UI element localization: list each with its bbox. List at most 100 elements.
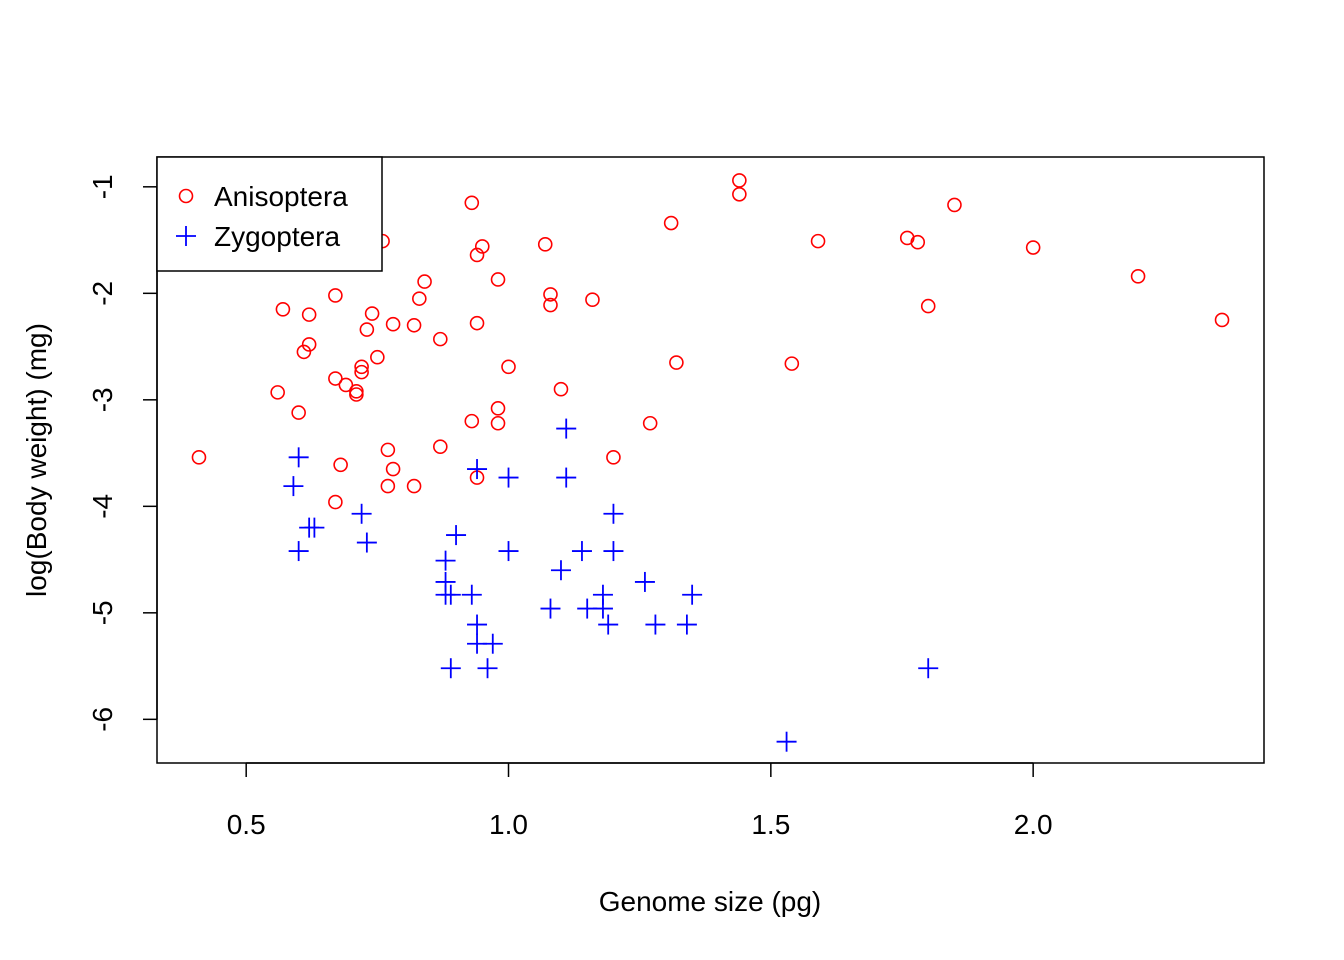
point-anisoptera	[464, 195, 480, 211]
point-zygoptera	[550, 560, 571, 581]
point-anisoptera	[585, 292, 600, 308]
point-anisoptera	[291, 405, 306, 420]
point-zygoptera	[440, 584, 461, 605]
y-tick-label: -5	[87, 600, 118, 625]
point-anisoptera	[328, 494, 343, 510]
x-tick-label: 2.0	[1014, 809, 1053, 840]
point-zygoptera	[682, 584, 703, 605]
point-anisoptera	[553, 381, 569, 397]
point-anisoptera	[296, 344, 312, 360]
point-anisoptera	[810, 233, 826, 249]
point-anisoptera	[354, 359, 369, 375]
point-anisoptera	[301, 337, 317, 352]
legend-marker-anisoptera	[178, 188, 194, 204]
data-points	[191, 173, 1230, 752]
point-anisoptera	[275, 301, 291, 317]
point-zygoptera	[467, 614, 488, 635]
y-tick-label: -4	[87, 494, 118, 519]
point-zygoptera	[498, 467, 519, 488]
point-anisoptera	[490, 415, 506, 431]
y-tick-label: -2	[87, 281, 118, 306]
point-zygoptera	[645, 614, 666, 635]
point-anisoptera	[380, 478, 396, 494]
legend: Anisoptera Zygoptera	[156, 156, 383, 272]
y-axis-title: log(Body weight) (mg)	[21, 323, 52, 597]
point-zygoptera	[283, 476, 304, 497]
point-zygoptera	[603, 503, 624, 524]
point-zygoptera	[498, 541, 519, 562]
point-anisoptera	[412, 291, 427, 306]
point-anisoptera	[191, 450, 207, 465]
point-zygoptera	[288, 541, 309, 562]
point-zygoptera	[571, 541, 592, 562]
point-anisoptera	[349, 387, 364, 402]
point-anisoptera	[669, 355, 684, 370]
point-anisoptera	[732, 186, 747, 202]
y-tick-label: -1	[87, 174, 118, 199]
point-anisoptera	[469, 315, 485, 331]
point-zygoptera	[288, 447, 309, 468]
point-zygoptera	[598, 614, 619, 635]
point-anisoptera	[328, 371, 343, 386]
point-zygoptera	[556, 418, 577, 439]
point-anisoptera	[947, 197, 962, 213]
point-zygoptera	[918, 658, 939, 679]
y-tick-label: -3	[87, 387, 118, 412]
point-anisoptera	[406, 478, 422, 494]
plot-frame	[156, 156, 1265, 764]
point-anisoptera	[385, 461, 401, 477]
point-anisoptera	[464, 413, 480, 429]
point-anisoptera	[1130, 268, 1146, 284]
x-tick-label: 1.5	[751, 809, 790, 840]
point-anisoptera	[406, 317, 422, 333]
point-anisoptera	[642, 415, 658, 431]
point-anisoptera	[663, 215, 679, 231]
point-anisoptera	[606, 450, 621, 465]
point-zygoptera	[603, 541, 624, 562]
point-zygoptera	[482, 633, 503, 654]
point-zygoptera	[776, 731, 797, 752]
point-anisoptera	[490, 401, 506, 416]
x-tick-label: 0.5	[227, 809, 266, 840]
point-anisoptera	[474, 239, 490, 254]
point-anisoptera	[328, 288, 343, 303]
point-zygoptera	[435, 550, 456, 571]
y-tick-label: -6	[87, 707, 118, 732]
point-anisoptera	[301, 307, 317, 322]
point-anisoptera	[501, 359, 516, 375]
legend-box	[156, 156, 383, 272]
point-anisoptera	[784, 356, 800, 371]
point-anisoptera	[385, 316, 401, 332]
point-anisoptera	[417, 274, 432, 289]
point-anisoptera	[338, 377, 354, 393]
point-zygoptera	[440, 658, 461, 679]
point-anisoptera	[354, 364, 369, 380]
point-anisoptera	[469, 247, 485, 263]
point-anisoptera	[364, 306, 380, 321]
point-zygoptera	[356, 532, 377, 553]
point-zygoptera	[304, 517, 325, 538]
x-tick-label: 1.0	[489, 809, 528, 840]
point-zygoptera	[467, 459, 488, 480]
point-zygoptera	[634, 571, 655, 592]
point-anisoptera	[370, 349, 385, 365]
legend-label-anisoptera: Anisoptera	[214, 181, 348, 212]
point-anisoptera	[490, 272, 506, 287]
point-anisoptera	[333, 457, 348, 473]
point-anisoptera	[1214, 312, 1230, 328]
point-zygoptera	[461, 584, 482, 605]
point-anisoptera	[1025, 240, 1041, 255]
point-zygoptera	[592, 584, 613, 605]
point-zygoptera	[676, 614, 697, 635]
point-anisoptera	[537, 237, 553, 252]
point-anisoptera	[270, 385, 285, 400]
point-anisoptera	[359, 322, 375, 337]
point-anisoptera	[732, 173, 747, 188]
point-anisoptera	[380, 442, 396, 458]
legend-marker-zygoptera	[176, 226, 196, 246]
point-anisoptera	[433, 439, 448, 454]
point-anisoptera	[910, 234, 926, 250]
point-zygoptera	[477, 658, 498, 679]
